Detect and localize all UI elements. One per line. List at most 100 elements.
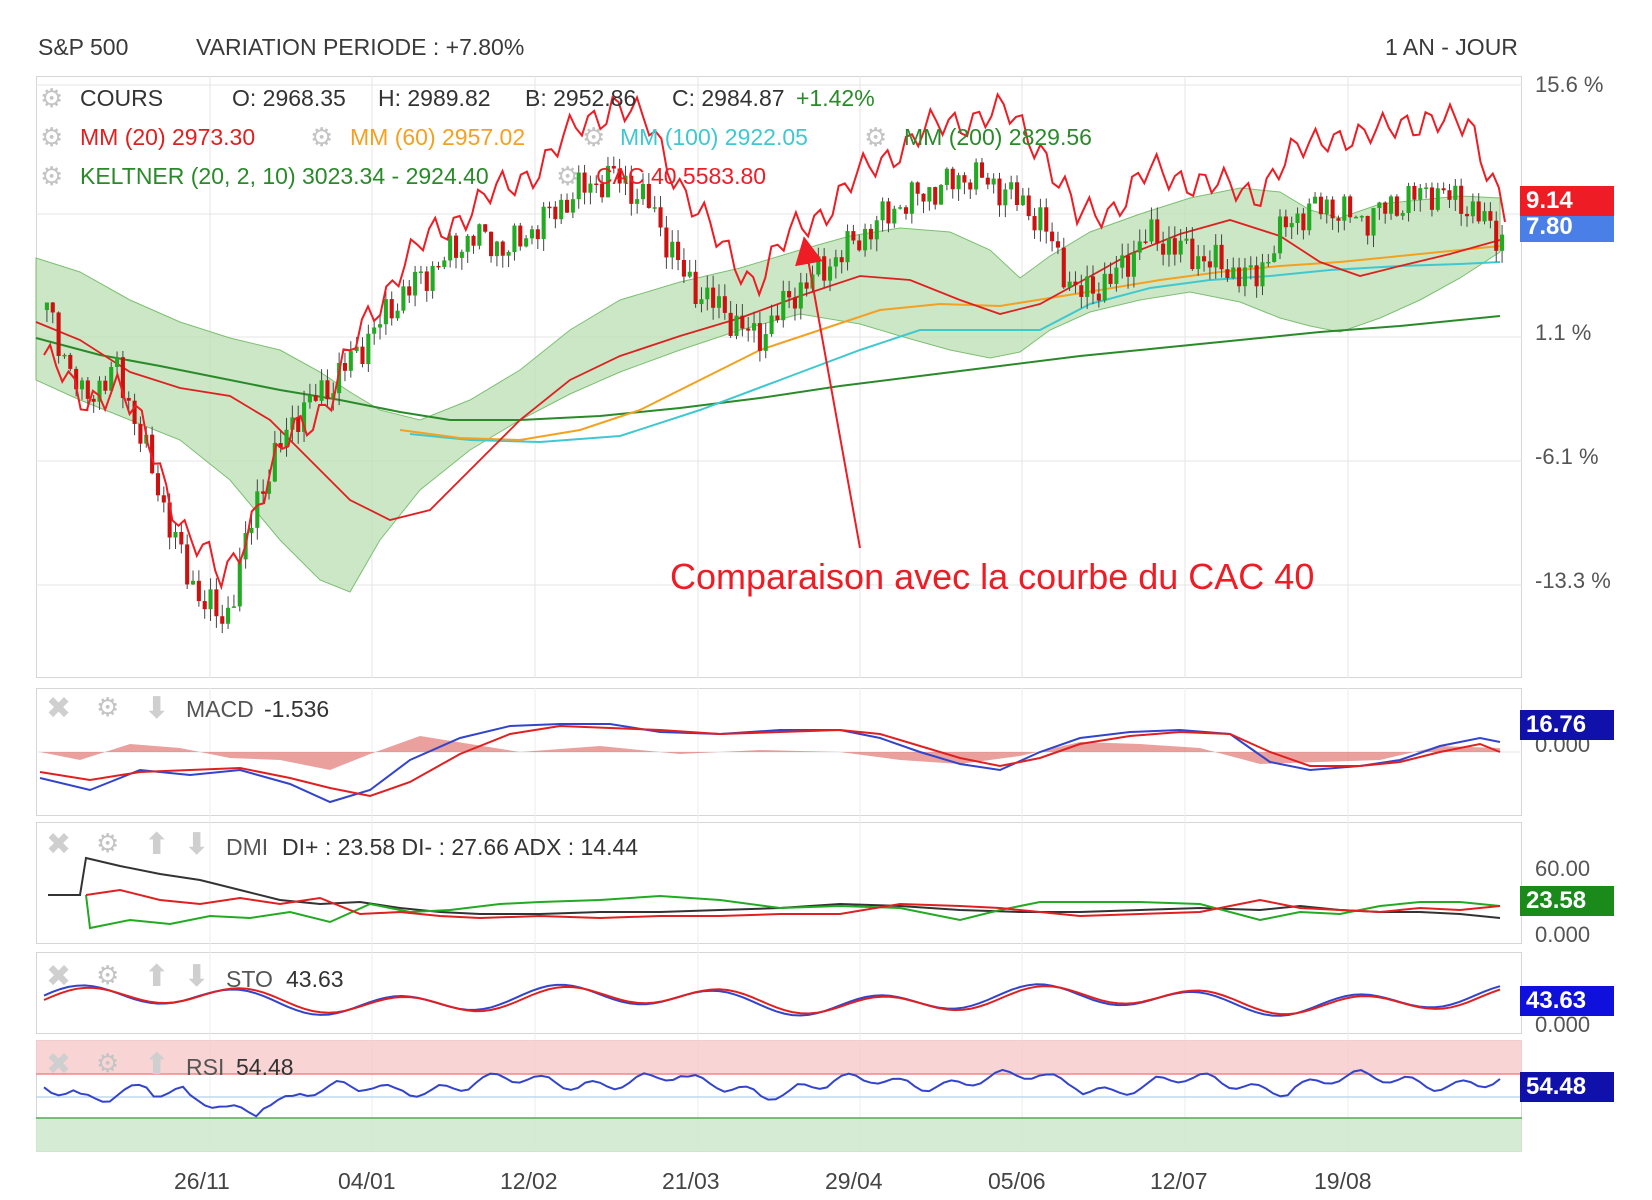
candle-body xyxy=(1020,195,1025,206)
candle-body xyxy=(1231,267,1236,279)
period-selector[interactable]: 1 AN - JOUR xyxy=(1385,34,1518,60)
candle-body xyxy=(845,231,850,263)
candle-body xyxy=(284,429,289,448)
candle-body xyxy=(1055,241,1060,248)
candle-body xyxy=(892,208,897,224)
candle-body xyxy=(1137,241,1142,253)
dmi-close-icon[interactable]: ✖ xyxy=(46,828,72,861)
candle-body xyxy=(214,589,219,617)
candle-body xyxy=(1266,261,1271,264)
mm60-label: MM (60) 2957.02 xyxy=(350,124,526,150)
dmi-settings-gear-icon[interactable]: ⚙ xyxy=(96,828,120,858)
rsi-close-icon[interactable]: ✖ xyxy=(46,1048,72,1081)
candle-body xyxy=(863,228,868,251)
candle-body xyxy=(792,297,797,309)
cac40-settings-gear-icon[interactable]: ⚙ xyxy=(556,161,580,191)
candle-body xyxy=(746,328,751,331)
candle-body xyxy=(237,559,242,607)
mm100-settings-gear-icon[interactable]: ⚙ xyxy=(582,122,606,152)
candle-body xyxy=(670,241,675,258)
candle-body xyxy=(1143,241,1148,243)
dmi-move-up-icon[interactable]: ⬆ xyxy=(144,828,170,861)
candle-body xyxy=(1500,234,1505,251)
keltner-settings-gear-icon[interactable]: ⚙ xyxy=(40,161,64,191)
candle-body xyxy=(1184,238,1189,241)
candle-body xyxy=(944,168,949,185)
candle-body xyxy=(781,291,786,321)
open-value: O: 2968.35 xyxy=(232,85,346,111)
candle-body xyxy=(167,502,172,538)
candle-body xyxy=(79,380,85,390)
high-value: H: 2989.82 xyxy=(378,85,491,111)
x-axis-label: 26/11 xyxy=(174,1168,230,1194)
dmi-badge: 23.58 xyxy=(1520,886,1614,916)
candle-body xyxy=(576,172,581,200)
candle-body xyxy=(839,257,844,263)
candle-body xyxy=(629,175,634,204)
macd-move-down-icon[interactable]: ⬇ xyxy=(144,692,170,725)
candle-body xyxy=(833,257,838,267)
candle-body xyxy=(126,397,131,401)
candle-body xyxy=(1085,276,1090,297)
candle-body xyxy=(564,199,570,213)
price-axis-label: -6.1 % xyxy=(1535,444,1599,469)
candle-body xyxy=(1073,281,1078,286)
cac40-line xyxy=(43,91,1506,591)
candle-body xyxy=(120,357,125,398)
candle-body xyxy=(857,240,862,251)
candle-body xyxy=(1388,196,1394,214)
cours-label: COURS xyxy=(80,85,164,111)
candle-body xyxy=(1061,247,1066,288)
candle-body xyxy=(1482,211,1487,222)
candle-body xyxy=(635,199,640,204)
candle-body xyxy=(1330,199,1335,219)
candle-body xyxy=(693,271,698,305)
candle-body xyxy=(752,323,757,331)
mm200-label: MM (200) 2829.56 xyxy=(904,124,1092,150)
sto-settings-gear-icon[interactable]: ⚙ xyxy=(96,960,120,990)
candle-body xyxy=(313,395,318,401)
candle-body xyxy=(1166,238,1172,255)
sto-value: 43.63 xyxy=(286,966,344,992)
mm20-settings-gear-icon[interactable]: ⚙ xyxy=(40,122,64,152)
cours-settings-gear-icon[interactable]: ⚙ xyxy=(40,83,64,113)
candle-body xyxy=(1161,243,1166,255)
dmi-move-down-icon[interactable]: ⬇ xyxy=(184,828,210,861)
candle-body xyxy=(220,616,225,624)
annotation-arrow xyxy=(795,236,861,549)
candle-body xyxy=(1114,267,1119,284)
candle-body xyxy=(307,395,312,403)
candle-body xyxy=(1394,196,1399,216)
comparison-annotation: Comparaison avec la courbe du CAC 40 xyxy=(670,556,1315,597)
dmi-panel xyxy=(36,822,1522,944)
candle-body xyxy=(997,178,1002,206)
macd-settings-gear-icon[interactable]: ⚙ xyxy=(96,692,120,722)
candle-body xyxy=(226,607,231,624)
candle-body xyxy=(1470,201,1475,217)
candle-body xyxy=(249,527,254,534)
candle-body xyxy=(1459,185,1464,214)
candle-body xyxy=(1044,207,1049,232)
candle-body xyxy=(1003,189,1008,206)
candle-body xyxy=(44,302,49,310)
rsi-value: 54.48 xyxy=(236,1054,294,1080)
sto-move-down-icon[interactable]: ⬇ xyxy=(184,960,210,993)
candle-body xyxy=(1254,265,1259,287)
candle-body xyxy=(1447,190,1452,200)
macd-close-icon[interactable]: ✖ xyxy=(46,692,72,725)
candle-body xyxy=(1295,213,1300,224)
price-axis-label: 1.1 % xyxy=(1535,320,1592,345)
candle-body xyxy=(430,265,435,291)
rsi-settings-gear-icon[interactable]: ⚙ xyxy=(96,1048,120,1078)
cac40-price-badge: 9.14 xyxy=(1520,186,1614,216)
mm60-settings-gear-icon[interactable]: ⚙ xyxy=(310,122,334,152)
rsi-move-up-icon[interactable]: ⬆ xyxy=(144,1048,170,1081)
sto-close-icon[interactable]: ✖ xyxy=(46,960,72,993)
candle-body xyxy=(623,175,628,184)
candle-body xyxy=(1476,201,1481,222)
sto-move-up-icon[interactable]: ⬆ xyxy=(144,960,170,993)
candle-body xyxy=(290,417,295,430)
candle-body xyxy=(1418,188,1423,200)
candle-body xyxy=(389,299,394,319)
mm200-settings-gear-icon[interactable]: ⚙ xyxy=(864,122,888,152)
